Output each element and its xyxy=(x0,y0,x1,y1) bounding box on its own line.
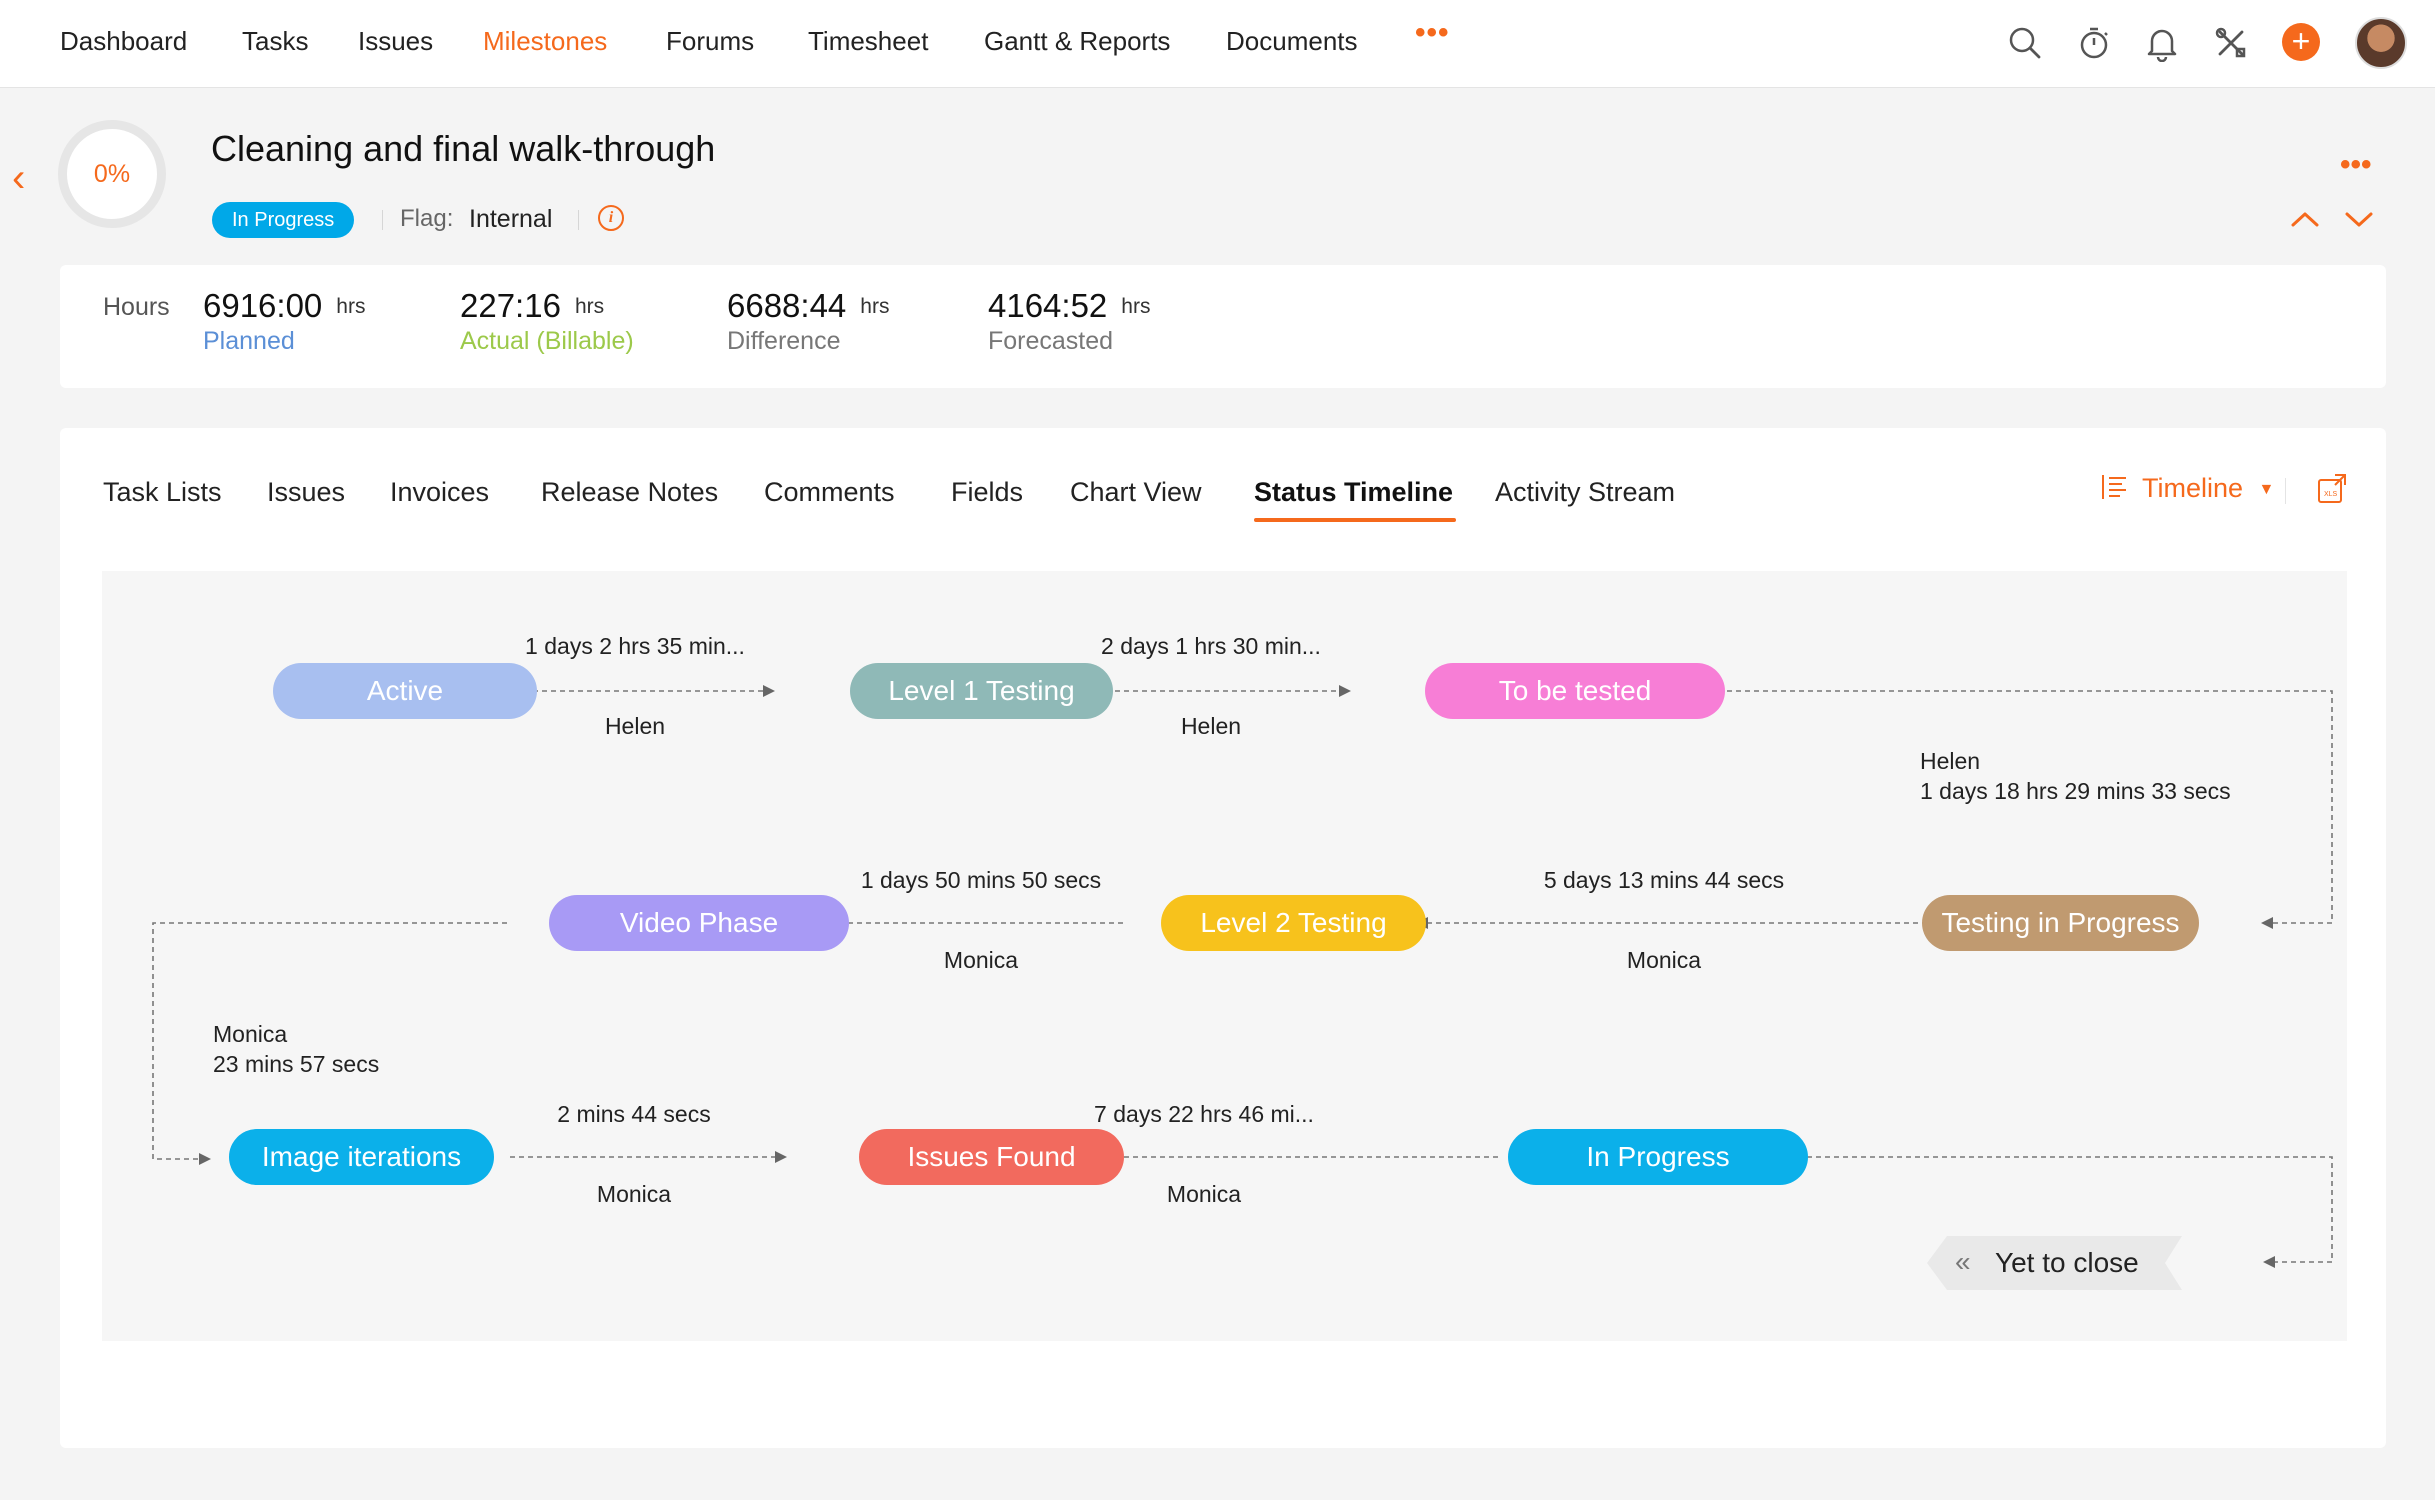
tab-comments[interactable]: Comments xyxy=(764,477,895,507)
transition-duration: 1 days 18 hrs 29 mins 33 secs xyxy=(1920,778,2231,804)
status-badge[interactable]: In Progress xyxy=(212,202,355,238)
status-node-in-progress[interactable]: In Progress xyxy=(1508,1129,1808,1185)
bell-icon[interactable] xyxy=(2143,24,2181,63)
avatar[interactable] xyxy=(2355,17,2407,69)
hours-summary-card: Hours 6916:00 hrs Planned 227:16 hrs Actua… xyxy=(60,265,2386,388)
nav-issues[interactable]: Issues xyxy=(358,26,434,56)
hours-label: Hours xyxy=(103,293,170,321)
transition-user: Helen xyxy=(1920,748,1981,774)
status-timeline-area: Active Level 1 Testing To be tested 1 da… xyxy=(102,571,2347,1341)
timeline-view-dropdown[interactable]: Timeline ▼ xyxy=(2100,473,2274,509)
status-node-level1-testing[interactable]: Level 1 Testing xyxy=(850,663,1113,719)
progress-percent: 0% xyxy=(93,159,131,188)
timeline-connectors xyxy=(152,685,2333,1268)
transition-user: Monica xyxy=(596,1181,672,1207)
status-node-image-iterations[interactable]: Image iterations xyxy=(229,1129,494,1185)
status-node-issues-found[interactable]: Issues Found xyxy=(859,1129,1124,1185)
progress-ring: 0% xyxy=(58,120,166,228)
tab-invoices[interactable]: Invoices xyxy=(390,477,490,507)
timeline-list-icon xyxy=(2100,473,2128,508)
transition-duration: 5 days 13 mins 44 secs xyxy=(1543,867,1785,893)
difference-hours-value: 6688:44 hrs xyxy=(727,287,890,324)
flag-value[interactable]: Internal xyxy=(469,205,553,233)
nav-more-button[interactable]: ••• xyxy=(1415,16,1450,49)
timer-icon[interactable] xyxy=(2075,24,2113,62)
flag-label: Flag: xyxy=(400,205,454,232)
yet-to-close-marker[interactable]: « Yet to close xyxy=(1927,1236,2182,1290)
add-new-button[interactable]: + xyxy=(2282,23,2320,61)
transition-duration: 1 days 50 mins 50 secs xyxy=(860,867,1102,893)
difference-hours-label: Difference xyxy=(727,327,841,355)
actual-hours-label: Actual (Billable) xyxy=(460,327,634,355)
divider xyxy=(382,210,383,230)
transition-user: Monica xyxy=(1166,1181,1242,1207)
tab-issues[interactable]: Issues xyxy=(267,477,346,507)
transition-user: Helen xyxy=(1180,713,1242,739)
status-node-to-be-tested[interactable]: To be tested xyxy=(1425,663,1725,719)
tab-task-lists[interactable]: Task Lists xyxy=(103,477,222,507)
planned-hours-label: Planned xyxy=(203,327,295,355)
yet-to-close-label: Yet to close xyxy=(1995,1247,2139,1278)
nav-dashboard[interactable]: Dashboard xyxy=(60,26,188,56)
tab-status-timeline[interactable]: Status Timeline xyxy=(1254,477,1454,507)
nav-tasks[interactable]: Tasks xyxy=(242,26,309,56)
transition-duration: 1 days 2 hrs 35 min... xyxy=(525,633,745,659)
nav-gantt-reports[interactable]: Gantt & Reports xyxy=(984,26,1171,56)
transition-duration: 2 mins 44 secs xyxy=(557,1101,711,1127)
planned-hours-value: 6916:00 hrs xyxy=(203,287,366,324)
transition-duration: 7 days 22 hrs 46 mi... xyxy=(1094,1101,1314,1127)
double-chevron-left-icon: « xyxy=(1955,1246,1971,1277)
page-title: Cleaning and final walk-through xyxy=(211,128,716,169)
tab-release-notes[interactable]: Release Notes xyxy=(541,477,719,507)
export-xls-icon[interactable]: XLS xyxy=(2315,472,2349,506)
status-node-active[interactable]: Active xyxy=(273,663,537,719)
chevron-up-icon[interactable] xyxy=(2288,205,2322,233)
nav-timesheet[interactable]: Timesheet xyxy=(808,26,929,56)
tab-activity-stream[interactable]: Activity Stream xyxy=(1495,477,1676,507)
transition-user: Monica xyxy=(213,1021,288,1047)
back-chevron-icon[interactable]: ‹ xyxy=(12,156,26,200)
svg-text:XLS: XLS xyxy=(2324,491,2338,498)
transition-user: Helen xyxy=(604,713,666,739)
info-icon[interactable]: i xyxy=(598,205,624,231)
transition-user: Monica xyxy=(1626,947,1702,973)
tab-fields[interactable]: Fields xyxy=(951,477,1024,507)
active-tab-indicator xyxy=(1254,518,1456,522)
more-options-button[interactable]: ••• xyxy=(2340,148,2372,181)
transition-duration: 2 days 1 hrs 30 min... xyxy=(1101,633,1321,659)
top-nav-bar: Dashboard Tasks Issues Milestones Forums… xyxy=(0,0,2435,88)
caret-down-icon: ▼ xyxy=(2258,481,2275,498)
nav-milestones[interactable]: Milestones xyxy=(483,26,608,56)
divider xyxy=(2285,478,2286,504)
status-node-testing-in-progress[interactable]: Testing in Progress xyxy=(1922,895,2199,951)
status-node-video-phase[interactable]: Video Phase xyxy=(549,895,849,951)
timeline-view-label: Timeline xyxy=(2142,473,2244,503)
forecasted-hours-value: 4164:52 hrs xyxy=(988,287,1151,324)
search-icon[interactable] xyxy=(2006,24,2044,62)
chevron-down-icon[interactable] xyxy=(2342,205,2376,233)
nav-forums[interactable]: Forums xyxy=(666,26,755,56)
transition-duration: 23 mins 57 secs xyxy=(213,1051,380,1077)
divider xyxy=(578,210,579,230)
actual-hours-value: 227:16 hrs xyxy=(460,287,605,324)
main-panel: Task Lists Issues Invoices Release Notes… xyxy=(60,428,2386,1448)
status-node-level2-testing[interactable]: Level 2 Testing xyxy=(1161,895,1426,951)
forecasted-hours-label: Forecasted xyxy=(988,327,1114,355)
tab-chart-view[interactable]: Chart View xyxy=(1070,477,1202,507)
transition-user: Monica xyxy=(943,947,1019,973)
nav-documents[interactable]: Documents xyxy=(1226,26,1358,56)
settings-tools-icon[interactable] xyxy=(2212,24,2250,62)
